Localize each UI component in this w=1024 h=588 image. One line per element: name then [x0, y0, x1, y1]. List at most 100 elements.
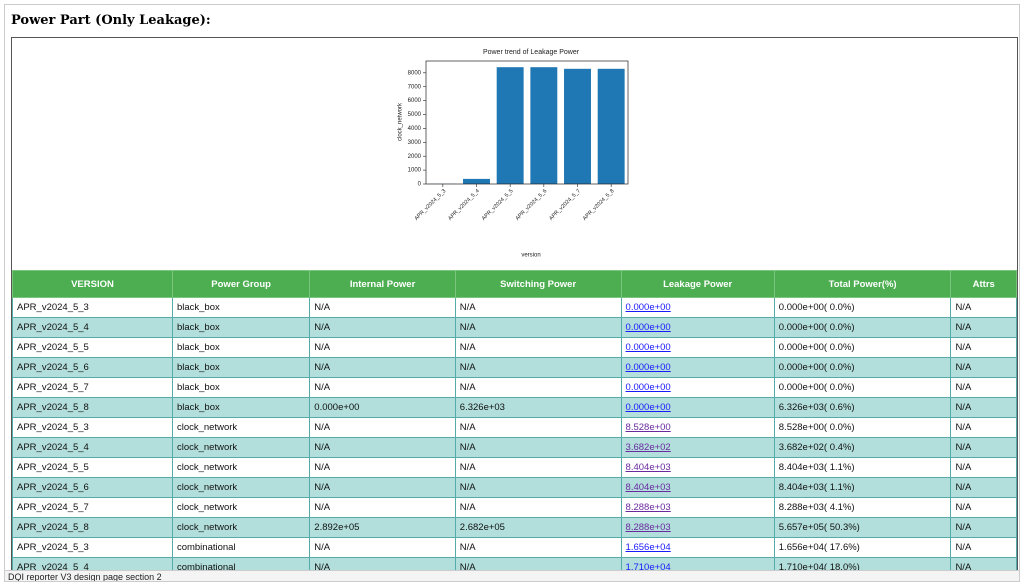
table-cell: N/A [950, 457, 1017, 478]
table-cell: N/A [950, 317, 1017, 338]
table-cell: 0.000e+00( 0.0%) [773, 357, 952, 378]
table-cell: N/A [454, 477, 622, 498]
leakage-link[interactable]: 8.528e+00 [625, 422, 671, 433]
y-tick-label: 8000 [408, 70, 422, 76]
leakage-link[interactable]: 0.000e+00 [625, 322, 671, 333]
table-cell: 2.682e+05 [454, 517, 622, 538]
table-cell: N/A [454, 417, 622, 438]
table-cell: black_box [171, 317, 311, 338]
y-axis-label: clock_network [398, 102, 404, 141]
bar [463, 178, 490, 184]
leakage-link[interactable]: 1.656e+04 [625, 542, 671, 553]
table-cell: APR_v2024_5_7 [12, 377, 173, 398]
table-cell: N/A [454, 537, 622, 558]
y-tick-label: 0 [418, 182, 422, 188]
section-title: Power Part (Only Leakage): [11, 13, 211, 28]
content-box: Power trend of Leakage Power version clo… [11, 37, 1018, 579]
table-cell: black_box [171, 357, 311, 378]
table-cell: N/A [309, 337, 456, 358]
table-cell: 8.404e+03 [620, 477, 775, 498]
table-cell: N/A [950, 437, 1017, 458]
table-cell: 2.892e+05 [309, 517, 456, 538]
table-row: APR_v2024_5_5 clock_network N/A N/A 8.404e+0… [12, 457, 1017, 478]
table-cell: N/A [454, 337, 622, 358]
bar [496, 67, 524, 184]
table-cell: APR_v2024_5_3 [12, 537, 173, 558]
table-cell: 0.000e+00( 0.0%) [773, 337, 952, 358]
y-tick-label: 6000 [408, 98, 422, 104]
x-tick-label: APR_v2024_5_6 [515, 188, 549, 222]
table-cell: N/A [950, 377, 1017, 398]
table-cell: clock_network [171, 417, 311, 438]
status-bar: DQI reporter V3 design page section 2 [5, 570, 1019, 581]
table-row: APR_v2024_5_6 clock_network N/A N/A 8.404e+0… [12, 477, 1017, 498]
table-cell: N/A [454, 377, 622, 398]
chart: Power trend of Leakage Power version clo… [398, 49, 629, 259]
table-cell: clock_network [171, 517, 311, 538]
table-cell: 8.404e+03 [620, 457, 775, 478]
y-tick-label: 3000 [408, 140, 422, 146]
table-cell: APR_v2024_5_8 [12, 397, 173, 418]
table-cell: N/A [309, 357, 456, 378]
leakage-link[interactable]: 1.710e+04 [625, 562, 671, 573]
leakage-link[interactable]: 8.404e+03 [625, 462, 671, 473]
table-cell: N/A [309, 477, 456, 498]
x-tick-label: APR_v2024_5_7 [548, 188, 582, 222]
table-row: APR_v2024_5_6 black_box N/A N/A 0.000e+00 0.0… [12, 357, 1017, 378]
table-cell: APR_v2024_5_4 [12, 437, 173, 458]
window: Power Part (Only Leakage): Power trend o… [4, 4, 1020, 582]
column-header: Internal Power [309, 270, 456, 298]
table-cell: APR_v2024_5_6 [12, 477, 173, 498]
table-cell: 8.288e+03( 4.1%) [773, 497, 952, 518]
plot-frame [425, 60, 629, 185]
leakage-link[interactable]: 0.000e+00 [625, 382, 671, 393]
leakage-link[interactable]: 3.682e+02 [625, 442, 671, 453]
table-cell: 6.326e+03 [454, 397, 622, 418]
table-cell: 8.288e+03 [620, 497, 775, 518]
table-cell: 0.000e+00( 0.0%) [773, 297, 952, 318]
x-tick-label: APR_v2024_5_4 [447, 188, 481, 222]
leakage-link[interactable]: 0.000e+00 [625, 302, 671, 313]
table-cell: clock_network [171, 477, 311, 498]
column-header: Total Power(%) [773, 270, 952, 298]
table-cell: N/A [309, 537, 456, 558]
table-cell: clock_network [171, 497, 311, 518]
table-cell: N/A [950, 497, 1017, 518]
table-cell: N/A [454, 357, 622, 378]
leakage-link[interactable]: 8.288e+03 [625, 522, 671, 533]
table-cell: N/A [950, 417, 1017, 438]
table-cell: 0.000e+00 [620, 377, 775, 398]
table-cell: APR_v2024_5_4 [12, 317, 173, 338]
table-cell: 0.000e+00( 0.0%) [773, 317, 952, 338]
table-cell: APR_v2024_5_3 [12, 417, 173, 438]
table-cell: N/A [309, 377, 456, 398]
table-cell: 8.404e+03( 1.1%) [773, 457, 952, 478]
table-cell: 0.000e+00( 0.0%) [773, 377, 952, 398]
leakage-link[interactable]: 0.000e+00 [625, 342, 671, 353]
leakage-link[interactable]: 8.404e+03 [625, 482, 671, 493]
bar [597, 68, 625, 184]
table-row: APR_v2024_5_4 black_box N/A N/A 0.000e+00 0.0… [12, 317, 1017, 338]
table-cell: N/A [454, 457, 622, 478]
table-row: APR_v2024_5_3 clock_network N/A N/A 8.528e+0… [12, 417, 1017, 438]
column-header: VERSION [12, 270, 173, 298]
table-row: APR_v2024_5_4 clock_network N/A N/A 3.682e+0… [12, 437, 1017, 458]
table-cell: N/A [950, 297, 1017, 318]
table-row: APR_v2024_5_3 black_box N/A N/A 0.000e+00 0.0… [12, 297, 1017, 318]
table-row: APR_v2024_5_8 black_box 0.000e+00 6.326e+03… [12, 397, 1017, 418]
table-cell: 8.528e+00( 0.0%) [773, 417, 952, 438]
table-cell: 8.288e+03 [620, 517, 775, 538]
table-cell: 5.657e+05( 50.3%) [773, 517, 952, 538]
leakage-link[interactable]: 8.288e+03 [625, 502, 671, 513]
leakage-link[interactable]: 0.000e+00 [625, 402, 671, 413]
table-cell: N/A [309, 417, 456, 438]
leakage-link[interactable]: 0.000e+00 [625, 362, 671, 373]
x-tick-label: APR_v2024_5_5 [481, 188, 515, 222]
table-cell: 0.000e+00 [309, 397, 456, 418]
bar [564, 68, 591, 184]
table-cell: N/A [309, 457, 456, 478]
table-cell: combinational [171, 537, 311, 558]
table-cell: N/A [454, 317, 622, 338]
table-cell: N/A [309, 297, 456, 318]
